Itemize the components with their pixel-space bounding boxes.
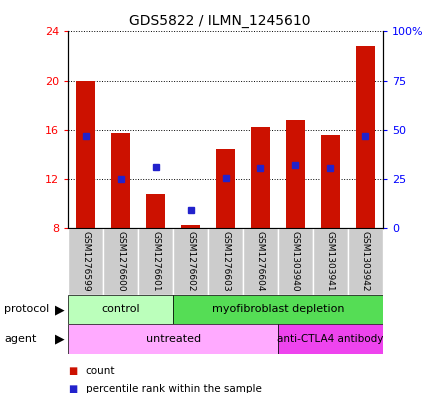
Text: GSM1276603: GSM1276603 (221, 231, 230, 292)
Text: myofibroblast depletion: myofibroblast depletion (212, 305, 344, 314)
Bar (138, 228, 173, 295)
Text: anti-CTLA4 antibody: anti-CTLA4 antibody (277, 334, 384, 344)
Text: GSM1276600: GSM1276600 (116, 231, 125, 292)
Text: ▶: ▶ (55, 303, 64, 316)
Bar (68, 295, 173, 324)
Bar (348, 228, 383, 295)
Bar (103, 228, 138, 295)
Bar (216, 149, 235, 228)
Text: GSM1276599: GSM1276599 (81, 231, 90, 292)
Text: agent: agent (4, 334, 37, 344)
Bar (68, 324, 278, 354)
Text: ■: ■ (68, 366, 77, 376)
Text: control: control (101, 305, 140, 314)
Bar (173, 228, 208, 295)
Text: percentile rank within the sample: percentile rank within the sample (86, 384, 262, 393)
Text: GSM1303941: GSM1303941 (326, 231, 335, 292)
Text: ▶: ▶ (55, 332, 64, 345)
Bar (321, 134, 340, 228)
Bar (76, 81, 95, 228)
Bar (111, 133, 130, 228)
Bar (278, 228, 313, 295)
Text: untreated: untreated (146, 334, 201, 344)
Bar (181, 226, 200, 228)
Bar (313, 228, 348, 295)
Text: ■: ■ (68, 384, 77, 393)
Text: GSM1276604: GSM1276604 (256, 231, 265, 292)
Text: GSM1303942: GSM1303942 (361, 231, 370, 292)
Bar (68, 228, 103, 295)
Text: GSM1276602: GSM1276602 (186, 231, 195, 292)
Bar (173, 295, 383, 324)
Bar (286, 120, 305, 228)
Text: count: count (86, 366, 115, 376)
Bar (243, 228, 278, 295)
Text: protocol: protocol (4, 305, 50, 314)
Bar (278, 324, 383, 354)
Bar (146, 193, 165, 228)
Text: GDS5822 / ILMN_1245610: GDS5822 / ILMN_1245610 (129, 14, 311, 28)
Bar (356, 46, 375, 228)
Bar (251, 127, 270, 228)
Text: GSM1276601: GSM1276601 (151, 231, 160, 292)
Bar (208, 228, 243, 295)
Text: GSM1303940: GSM1303940 (291, 231, 300, 292)
